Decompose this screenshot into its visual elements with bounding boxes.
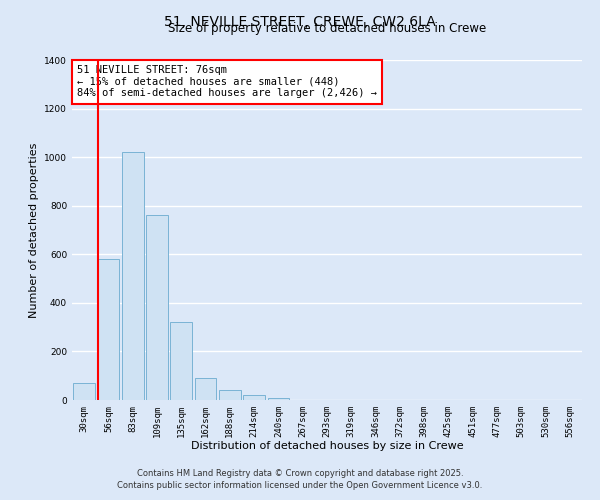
Bar xyxy=(73,383,95,400)
X-axis label: Distribution of detached houses by size in Crewe: Distribution of detached houses by size … xyxy=(191,442,463,452)
Bar xyxy=(170,322,192,400)
Bar xyxy=(194,378,217,400)
Text: 51 NEVILLE STREET: 76sqm
← 15% of detached houses are smaller (448)
84% of semi-: 51 NEVILLE STREET: 76sqm ← 15% of detach… xyxy=(77,65,377,98)
Bar xyxy=(219,390,241,400)
Text: Contains HM Land Registry data © Crown copyright and database right 2025.
Contai: Contains HM Land Registry data © Crown c… xyxy=(118,468,482,490)
Bar xyxy=(122,152,143,400)
Bar xyxy=(268,398,289,400)
Bar xyxy=(97,259,119,400)
Title: Size of property relative to detached houses in Crewe: Size of property relative to detached ho… xyxy=(168,22,486,35)
Bar xyxy=(243,395,265,400)
Bar xyxy=(146,216,168,400)
Text: 51, NEVILLE STREET, CREWE, CW2 6LA: 51, NEVILLE STREET, CREWE, CW2 6LA xyxy=(164,15,436,29)
Y-axis label: Number of detached properties: Number of detached properties xyxy=(29,142,38,318)
